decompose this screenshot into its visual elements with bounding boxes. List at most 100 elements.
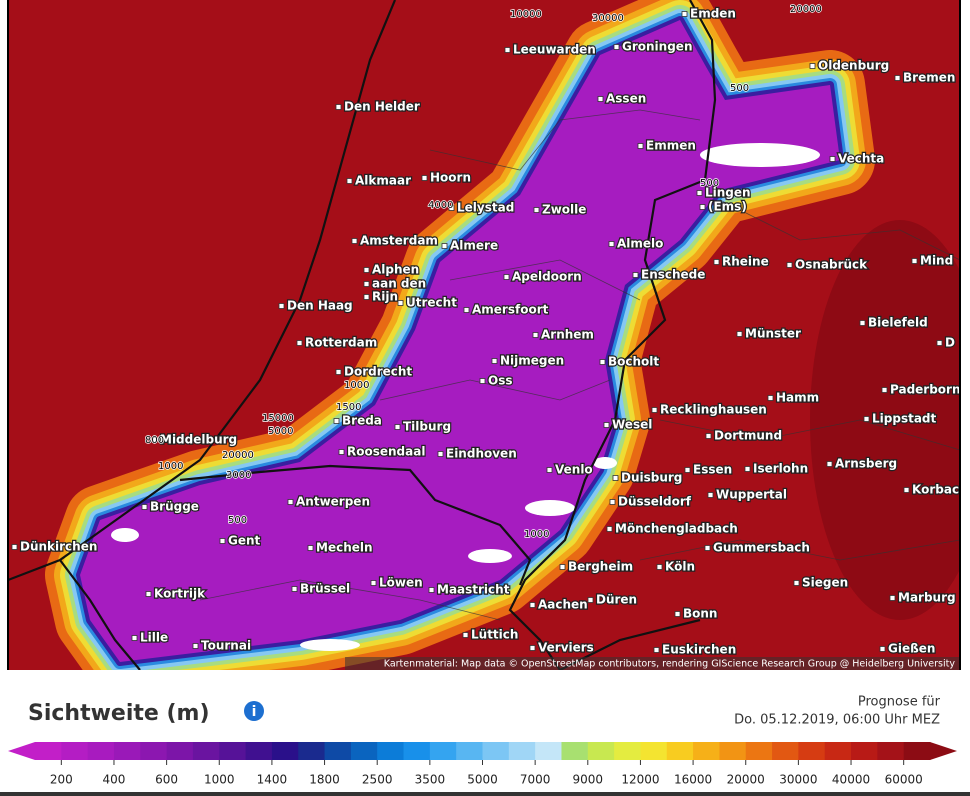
city-label: aan den xyxy=(372,277,426,291)
colorbar: 200 400 600 1000 1400 1800 2500 3500 5000 7000 900… xyxy=(8,742,957,787)
city-label: Emden xyxy=(690,7,736,21)
city-label: D xyxy=(945,336,955,350)
city-label: Iserlohn xyxy=(753,462,808,476)
city-label: Leeuwarden xyxy=(513,43,596,57)
city-marker xyxy=(428,587,435,593)
city-labels: Emden Groningen Leeuwarden Oldenburg Bremen D… xyxy=(11,5,961,658)
city-label: Vechta xyxy=(838,152,884,166)
city-label: Emmen xyxy=(646,139,696,153)
city-label: Mind xyxy=(920,254,953,268)
forecast-time: Do. 05.12.2019, 06:00 Uhr MEZ xyxy=(734,713,940,728)
colorbar-tick-label: 3500 xyxy=(415,773,446,787)
city-label: Rotterdam xyxy=(305,336,377,350)
city-label: Euskirchen xyxy=(662,643,736,657)
city-marker xyxy=(151,437,158,443)
city-marker xyxy=(141,504,148,510)
colorbar-swatch xyxy=(166,742,194,760)
colorbar-tick-label: 1800 xyxy=(309,773,340,787)
city-label: Assen xyxy=(606,92,646,106)
city-marker xyxy=(696,190,703,196)
border-be-nl xyxy=(179,464,532,586)
city-marker xyxy=(131,635,138,641)
city-label: Siegen xyxy=(802,576,848,590)
coastline xyxy=(8,0,397,582)
city-label: Paderborn xyxy=(890,383,961,397)
colorbar-swatch xyxy=(640,742,668,760)
contour-label: 10000 xyxy=(510,9,542,20)
colorbar-tick-label: 20000 xyxy=(727,773,765,787)
city-label: Gent xyxy=(228,534,261,548)
city-label: Groningen xyxy=(622,40,692,54)
white-patch xyxy=(700,143,820,167)
forecast-label: Prognose für xyxy=(858,695,941,710)
city-label: Alphen xyxy=(372,263,419,277)
colorbar-swatch xyxy=(245,742,273,760)
colorbar-swatch xyxy=(508,742,536,760)
city-label: Tilburg xyxy=(403,420,451,434)
city-marker xyxy=(606,526,613,532)
colorbar-swatch xyxy=(587,742,615,760)
city-label: Maastricht xyxy=(437,583,510,597)
city-label: Oldenburg xyxy=(818,59,889,73)
city-marker xyxy=(479,378,486,384)
city-label: Düren xyxy=(596,593,637,607)
city-marker xyxy=(219,538,226,544)
city-label: Lille xyxy=(140,631,168,645)
colorbar-swatch xyxy=(35,742,62,760)
city-marker xyxy=(744,466,751,472)
white-patch xyxy=(525,500,575,516)
city-label: Dünkirchen xyxy=(20,540,97,554)
colorbar-swatch xyxy=(219,742,247,760)
city-label: Bocholt xyxy=(608,355,659,369)
colorbar-tick-label: 600 xyxy=(155,773,178,787)
city-marker xyxy=(793,580,800,586)
city-label: Bonn xyxy=(683,607,717,621)
colorbar-tick-label: 1400 xyxy=(257,773,288,787)
city-marker xyxy=(608,241,615,247)
colorbar-tick-label: 16000 xyxy=(674,773,712,787)
city-label: Löwen xyxy=(379,576,423,590)
city-marker xyxy=(599,359,606,365)
contour-label: 1000 xyxy=(344,380,369,391)
city-label: Arnsberg xyxy=(835,457,897,471)
city-marker xyxy=(338,449,345,455)
city-label: Hoorn xyxy=(430,171,471,185)
borders xyxy=(8,0,717,670)
city-label: Antwerpen xyxy=(296,495,370,509)
colorbar-swatch xyxy=(87,742,115,760)
colorbar-tick-label: 60000 xyxy=(885,773,923,787)
info-icon[interactable]: i xyxy=(244,701,264,721)
city-label: Hamm xyxy=(776,391,819,405)
city-label: Münster xyxy=(745,327,801,341)
city-marker xyxy=(145,591,152,597)
city-label: Gießen xyxy=(888,642,935,656)
city-label: Köln xyxy=(665,560,695,574)
city-label: Lüttich xyxy=(471,628,518,642)
colorbar-tick-label: 12000 xyxy=(621,773,659,787)
bottom-strip xyxy=(0,792,970,796)
city-marker xyxy=(699,204,706,210)
city-marker xyxy=(894,75,901,81)
colorbar-swatch xyxy=(535,742,562,760)
city-label: Den Helder xyxy=(344,100,420,114)
city-label: Osnabrück xyxy=(795,258,868,272)
colorbar-swatch xyxy=(877,742,905,760)
city-marker xyxy=(809,63,816,69)
colorbar-swatch xyxy=(614,742,641,760)
city-label: Aachen xyxy=(538,598,588,612)
legend-title: Sichtweite (m) xyxy=(28,701,210,726)
city-label: Venlo xyxy=(555,463,593,477)
city-label: Almelo xyxy=(617,237,663,251)
contour-label: 1000 xyxy=(158,461,183,472)
city-marker xyxy=(463,307,470,313)
city-marker xyxy=(192,643,199,649)
contour-label: 500 xyxy=(228,515,247,526)
city-label: Tournai xyxy=(201,639,251,653)
colorbar-swatch xyxy=(456,742,483,760)
city-marker xyxy=(674,611,681,617)
city-marker xyxy=(351,238,358,244)
city-marker xyxy=(859,320,866,326)
city-marker xyxy=(291,586,298,592)
city-marker xyxy=(503,274,510,280)
city-label: Oss xyxy=(488,374,513,388)
